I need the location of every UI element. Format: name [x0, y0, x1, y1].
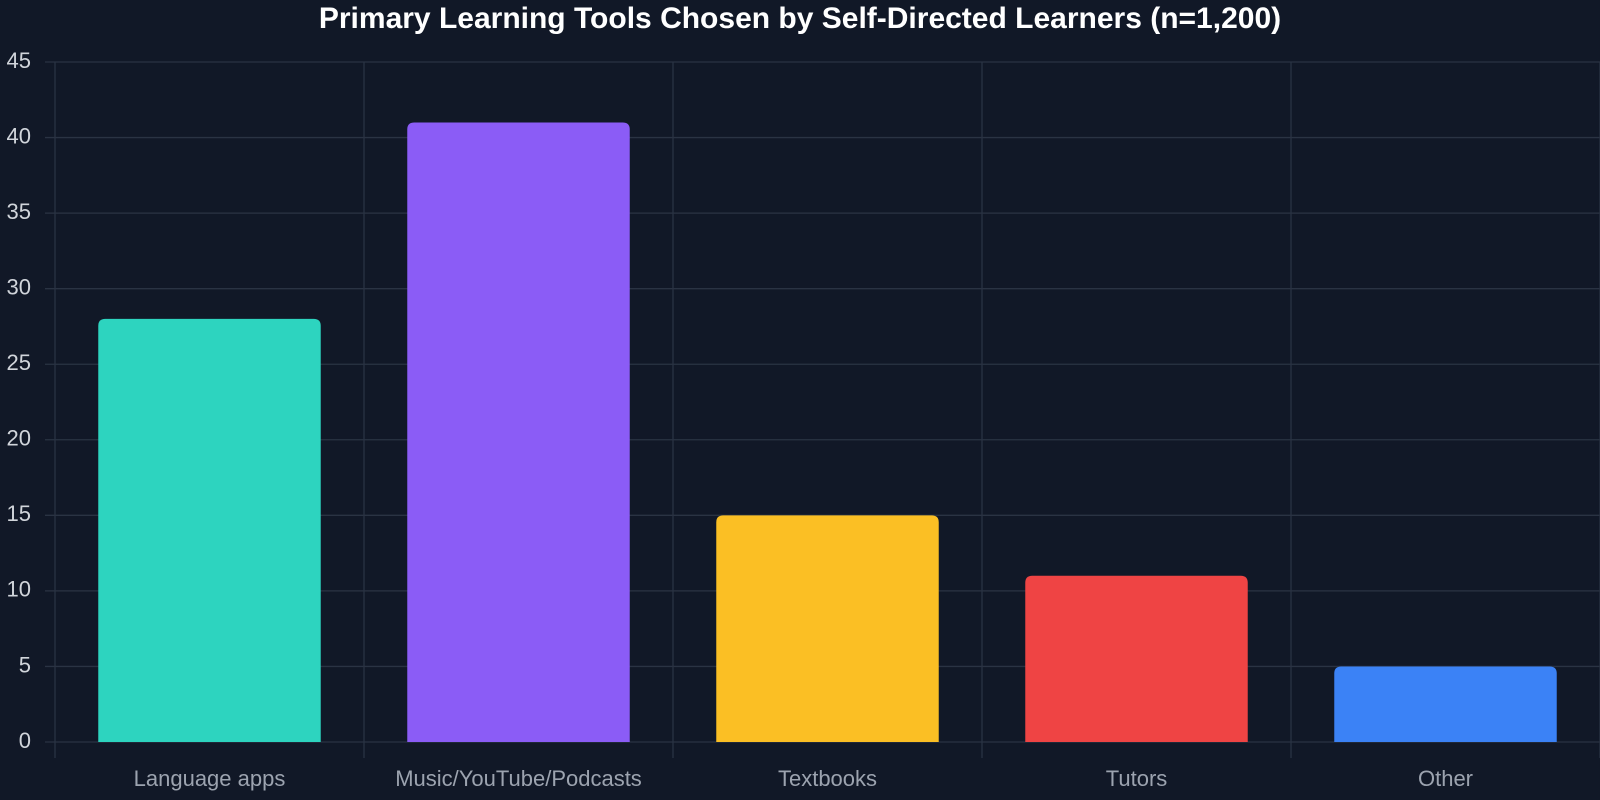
y-tick-label: 0 — [19, 728, 31, 753]
y-tick-label: 15 — [7, 501, 31, 526]
x-tick-label: Other — [1418, 766, 1473, 791]
y-tick-label: 5 — [19, 652, 31, 677]
chart-title: Primary Learning Tools Chosen by Self-Di… — [319, 2, 1281, 35]
y-tick-label: 20 — [7, 426, 31, 451]
bar — [407, 122, 630, 742]
y-tick-label: 25 — [7, 350, 31, 375]
y-tick-label: 45 — [7, 48, 31, 73]
bar — [1334, 666, 1557, 742]
y-tick-label: 35 — [7, 199, 31, 224]
y-tick-label: 30 — [7, 274, 31, 299]
y-tick-label: 40 — [7, 123, 31, 148]
bar — [716, 515, 939, 742]
x-tick-label: Music/YouTube/Podcasts — [395, 766, 642, 791]
x-tick-label: Language apps — [134, 766, 286, 791]
x-tick-label: Textbooks — [778, 766, 877, 791]
bar — [98, 318, 321, 742]
bar — [1025, 575, 1248, 742]
x-tick-label: Tutors — [1106, 766, 1168, 791]
y-tick-label: 10 — [7, 577, 31, 602]
